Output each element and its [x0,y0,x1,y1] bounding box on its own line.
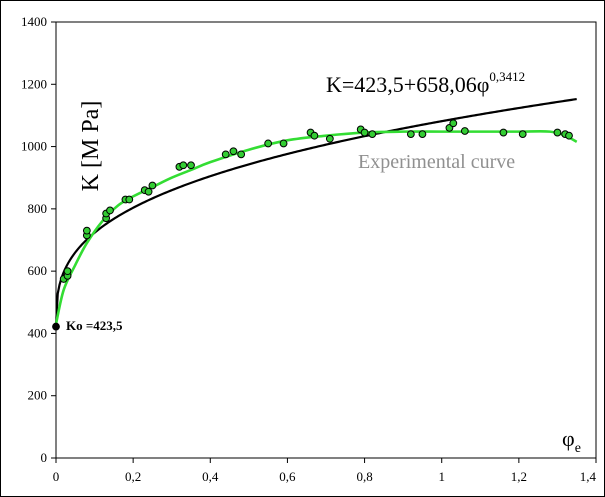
data-point [264,139,273,148]
data-point [125,195,134,204]
data-point [237,150,246,159]
x-axis-ticks: 0 0,2 0,4 0,6 0,8 1 1,2 1,4 [53,458,597,484]
data-point [148,181,157,190]
series-group [52,97,578,331]
y-tick-label: 1400 [21,14,47,29]
equation-exponent: 0,3412 [489,69,525,84]
x-tick-label: 0,4 [202,469,219,484]
experimental-curve-label: Experimental curve [358,151,515,173]
x-axis-label: φe [562,426,581,456]
equation-main: K=423,5+658,06φ [326,72,489,97]
data-point [187,161,195,170]
data-point [82,226,91,235]
data-point [449,119,458,128]
x-tick-label: 1,4 [580,469,597,484]
plot-border [55,21,597,459]
x-axis-label-main: φ [562,426,575,451]
data-point [279,139,288,148]
x-tick-label: 1 [438,469,445,484]
data-point [63,267,72,276]
y-axis-ticks: 0 200 400 600 800 1000 1200 1400 [21,14,56,465]
data-point [360,128,369,137]
x-tick-label: 0 [53,469,60,484]
model-curve [54,97,577,327]
data-point [553,128,562,137]
data-point [406,130,415,139]
data-point [229,147,238,156]
x-tick-label: 0,6 [279,469,296,484]
y-tick-label: 400 [28,325,48,340]
data-point [221,150,230,159]
data-point [499,128,508,137]
y-tick-label: 200 [28,388,48,403]
y-tick-label: 0 [41,450,48,465]
y-tick-label: 800 [28,201,48,216]
plot-area: 0 200 400 600 800 1000 1200 1400 0 0,2 0,4 0,6 0,8 1… [21,14,597,484]
data-point [325,134,334,143]
y-tick-label: 600 [28,263,48,278]
ko-point [52,322,60,331]
data-point [179,161,188,170]
data-point [368,130,377,139]
ko-annotation: Ko =423,5 [66,318,123,333]
data-point [518,130,527,139]
x-tick-label: 1,2 [511,469,527,484]
equation-annotation: K=423,5+658,06φ0,3412 [326,69,525,97]
y-axis-label: K [M Pa] [78,101,104,192]
x-tick-label: 0,2 [125,469,141,484]
data-point [144,187,153,196]
data-point [460,127,469,135]
data-point [106,206,114,215]
y-tick-label: 1000 [21,139,47,154]
x-axis-label-subscript: e [575,441,581,456]
y-tick-label: 1200 [21,76,47,91]
x-tick-label: 0,8 [356,469,372,484]
data-point [418,130,427,139]
data-point [565,131,573,140]
data-point [310,131,319,140]
